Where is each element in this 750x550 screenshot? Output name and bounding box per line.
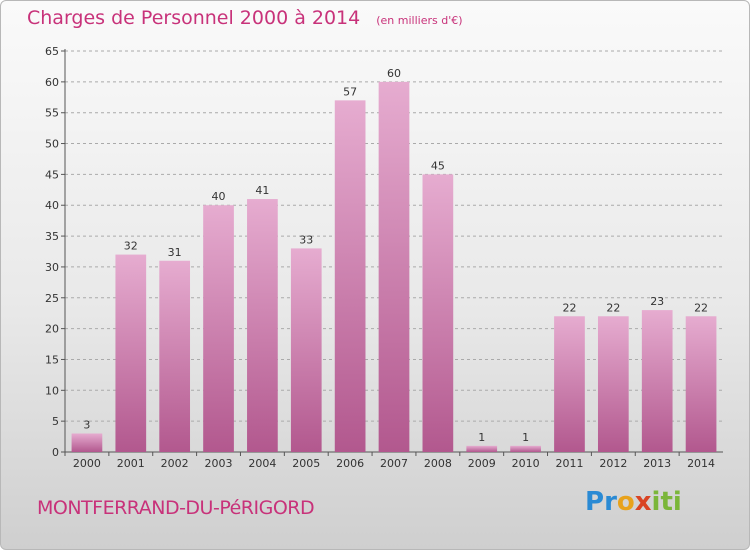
x-tick-label-2013: 2013 — [643, 457, 671, 470]
bar-2013 — [641, 310, 673, 452]
value-label-2012: 22 — [606, 301, 620, 314]
y-tick-label: 45 — [45, 168, 59, 181]
x-tick-label-2005: 2005 — [292, 457, 320, 470]
logo-letter: P — [585, 487, 605, 517]
value-label-2005: 33 — [299, 233, 313, 246]
value-label-2013: 23 — [650, 295, 664, 308]
y-tick-label: 20 — [45, 323, 59, 336]
bar-2011 — [554, 316, 585, 452]
y-tick-label: 0 — [52, 446, 59, 459]
x-tick-label-2001: 2001 — [117, 457, 145, 470]
title-row: Charges de Personnel 2000 à 2014 (en mill… — [27, 7, 463, 29]
logo-letter: i — [651, 487, 661, 517]
bar-2006 — [334, 100, 366, 452]
x-tick-label-2010: 2010 — [512, 457, 540, 470]
bar-2008 — [422, 174, 454, 452]
value-label-2010: 1 — [522, 431, 529, 444]
value-label-2014: 22 — [694, 301, 708, 314]
bar-2000 — [71, 433, 103, 452]
bar-2007 — [378, 81, 410, 452]
logo-letter: t — [660, 487, 673, 517]
x-tick-label-2007: 2007 — [380, 457, 408, 470]
x-tick-label-2012: 2012 — [599, 457, 627, 470]
x-tick-label-2008: 2008 — [424, 457, 452, 470]
bar-2009 — [466, 445, 498, 452]
y-tick-label: 15 — [45, 353, 59, 366]
y-tick-label: 65 — [45, 45, 59, 58]
x-tick-label-2014: 2014 — [687, 457, 715, 470]
value-labels: 3 32 31 40 41 33 57 60 45 1 1 22 22 23 22 — [83, 67, 708, 444]
y-tick-label: 60 — [45, 76, 59, 89]
x-tick-label-2000: 2000 — [73, 457, 101, 470]
value-label-2003: 40 — [212, 190, 226, 203]
y-tick-label: 5 — [52, 415, 59, 428]
bar-2012 — [597, 316, 629, 452]
bars — [71, 81, 717, 452]
bar-2001 — [115, 254, 147, 452]
value-label-2002: 31 — [168, 246, 182, 259]
y-tick-labels: 0 5 10 15 20 25 30 35 40 45 50 55 60 65 — [45, 45, 65, 459]
proxiti-logo: Proxiti — [585, 487, 682, 517]
chart-title: Charges de Personnel 2000 à 2014 — [27, 7, 361, 29]
y-tick-label: 40 — [45, 199, 59, 212]
value-label-2008: 45 — [431, 159, 445, 172]
value-label-2009: 1 — [478, 431, 485, 444]
y-tick-label: 30 — [45, 261, 59, 274]
bar-2010 — [510, 445, 541, 452]
bar-2005 — [290, 248, 322, 452]
x-tick-label-2004: 2004 — [248, 457, 276, 470]
value-label-2001: 32 — [124, 240, 138, 253]
bar-2014 — [685, 316, 717, 452]
value-label-2006: 57 — [343, 85, 357, 98]
x-tick-labels: 2000 2001 2002 2003 2004 2005 2006 2007 2008 2009… — [64, 452, 715, 470]
x-tick-label-2002: 2002 — [161, 457, 189, 470]
x-tick-label-2003: 2003 — [205, 457, 233, 470]
x-tick-label-2009: 2009 — [468, 457, 496, 470]
y-tick-label: 25 — [45, 292, 59, 305]
logo-letter: o — [616, 487, 635, 517]
commune-name: MONTFERRAND-DU-PéRIGORD — [37, 497, 315, 519]
x-tick-label-2011: 2011 — [555, 457, 583, 470]
value-label-2000: 3 — [83, 418, 90, 431]
bar-2002 — [159, 260, 191, 452]
y-tick-label: 55 — [45, 107, 59, 120]
bar-2003 — [203, 205, 234, 452]
logo-letter: i — [672, 487, 682, 517]
bar-2004 — [247, 199, 278, 452]
y-tick-label: 10 — [45, 384, 59, 397]
y-tick-label: 35 — [45, 230, 59, 243]
value-label-2011: 22 — [562, 301, 576, 314]
y-tick-label: 50 — [45, 138, 59, 151]
logo-letter: r — [604, 487, 617, 517]
chart-subtitle: (en milliers d'€) — [376, 14, 463, 27]
value-label-2007: 60 — [387, 67, 401, 80]
x-tick-label-2006: 2006 — [336, 457, 364, 470]
logo-letter: x — [634, 487, 652, 517]
value-label-2004: 41 — [255, 184, 269, 197]
